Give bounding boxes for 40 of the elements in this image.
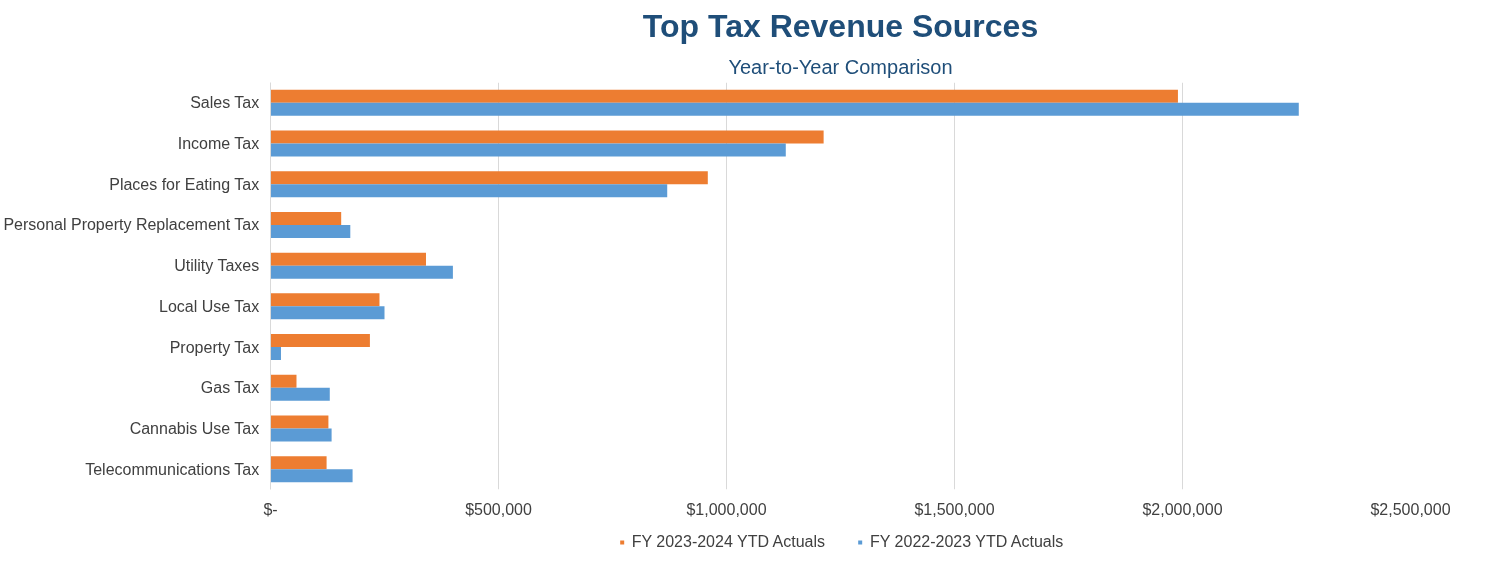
bar: [270, 469, 353, 483]
bar: [270, 293, 380, 307]
y-tick-label: Cannabis Use Tax: [129, 419, 260, 437]
x-tick-label: $2,000,000: [1142, 500, 1223, 518]
bar: [270, 130, 824, 144]
bar: [270, 89, 1178, 103]
y-tick-label: Places for Eating Tax: [109, 175, 260, 193]
bar: [270, 415, 329, 429]
bar: [270, 224, 351, 238]
bar: [270, 102, 1299, 116]
y-tick-label: Income Tax: [177, 135, 260, 153]
y-tick-label: Gas Tax: [200, 379, 260, 397]
bar: [270, 374, 297, 388]
bar: [270, 184, 668, 198]
y-tick-label: Property Tax: [169, 338, 260, 356]
bar: [270, 428, 332, 442]
x-tick-label: $1,000,000: [686, 500, 767, 518]
legend-label: FY 2023-2024 YTD Actuals: [631, 533, 825, 551]
y-tick-label: Sales Tax: [190, 94, 260, 112]
x-tick-label: $500,000: [465, 500, 532, 518]
bar: [270, 334, 370, 348]
bar: [270, 211, 342, 225]
bar: [270, 347, 281, 361]
bar: [270, 171, 708, 185]
bar: [270, 265, 453, 279]
y-tick-label: Telecommunications Tax: [85, 460, 260, 478]
x-tick-label: $-: [263, 500, 278, 518]
y-tick-label: Utility Taxes: [174, 257, 260, 275]
bar: [270, 252, 426, 266]
legend-label: FY 2022-2023 YTD Actuals: [870, 533, 1064, 551]
bar: [270, 387, 330, 401]
bar: [270, 306, 385, 320]
chart-subtitle: Year-to-Year Comparison: [728, 55, 953, 78]
x-tick-label: $1,500,000: [914, 500, 995, 518]
y-tick-label: Personal Property Replacement Tax: [3, 216, 260, 234]
bar: [270, 456, 327, 470]
y-tick-label: Local Use Tax: [159, 297, 260, 315]
x-tick-label: $2,500,000: [1370, 500, 1451, 518]
bar: [270, 143, 786, 157]
chart-title: Top Tax Revenue Sources: [642, 7, 1039, 44]
